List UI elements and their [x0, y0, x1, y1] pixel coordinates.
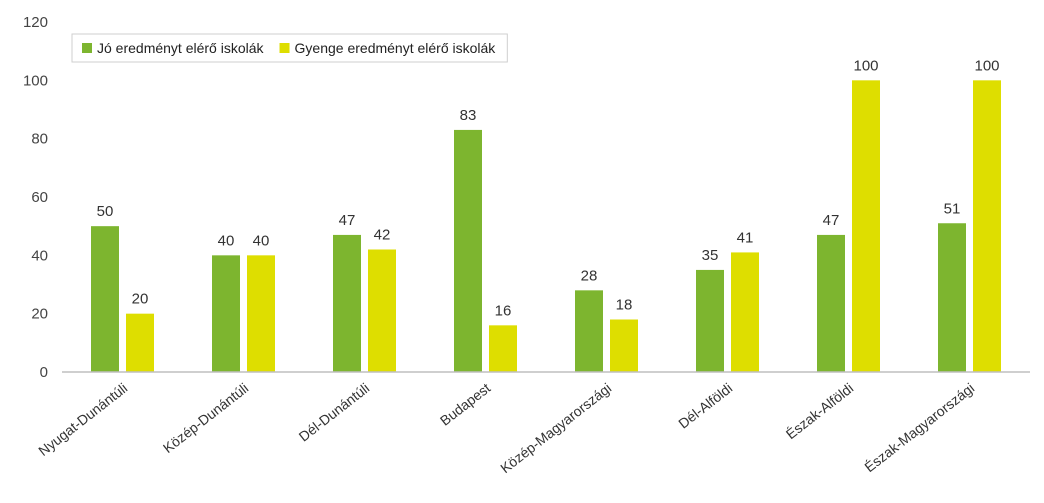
- bar-good-7: [817, 234, 845, 372]
- legend-label: Jó eredményt elérő iskolák: [97, 40, 265, 56]
- bar-weak-7: [852, 80, 880, 372]
- data-label: 100: [974, 57, 999, 74]
- data-label: 35: [702, 247, 719, 264]
- y-tick-label: 0: [40, 364, 48, 381]
- bar-weak-3: [368, 249, 396, 372]
- bar-good-2: [212, 255, 240, 372]
- data-label: 50: [97, 203, 114, 220]
- bar-weak-8: [973, 80, 1001, 372]
- x-tick-label: Közép-Dunántúli: [160, 380, 251, 456]
- x-tick-label: Észak-Alföldi: [783, 380, 857, 442]
- data-label: 20: [132, 291, 149, 308]
- x-tick-label: Dél-Alföldi: [675, 380, 735, 432]
- data-label: 47: [339, 212, 356, 229]
- data-label: 83: [460, 107, 477, 124]
- x-tick-label: Észak-Magyarországi: [861, 380, 977, 475]
- y-tick-label: 100: [23, 72, 48, 89]
- data-labels: 50 20 40 40 47 42 83 16 28 18 35 41 47 100 51 100: [97, 57, 1000, 319]
- x-tick-label: Budapest: [437, 380, 494, 429]
- legend: Jó eredményt elérő iskolák Gyenge eredmén…: [71, 33, 508, 63]
- bar-good-3: [333, 234, 361, 372]
- x-tick-label: Nyugat-Dunántúli: [35, 380, 130, 459]
- bar-good-5: [575, 290, 603, 372]
- y-tick-label: 80: [31, 131, 48, 148]
- legend-box: [71, 33, 508, 63]
- data-label: 28: [581, 267, 598, 284]
- bar-weak-5: [610, 319, 638, 372]
- y-tick-label: 40: [31, 247, 48, 264]
- bar-weak-4: [489, 325, 517, 372]
- data-label: 41: [737, 229, 754, 246]
- y-tick-label: 20: [31, 306, 48, 323]
- data-label: 40: [253, 232, 270, 249]
- legend-label: Gyenge eredményt elérő iskolák: [295, 40, 497, 56]
- y-tick-label: 60: [31, 189, 48, 206]
- bar-good-1: [91, 226, 119, 372]
- bar-weak-1: [126, 313, 154, 372]
- x-tick-label: Közép-Magyarországi: [497, 380, 614, 476]
- data-label: 42: [374, 227, 391, 244]
- data-label: 100: [853, 57, 878, 74]
- bar-good-4: [454, 129, 482, 372]
- bar-weak-2: [247, 255, 275, 372]
- data-label: 47: [823, 212, 840, 229]
- bars: [91, 80, 1001, 372]
- legend-swatch: [279, 43, 290, 53]
- y-tick-label: 120: [23, 14, 48, 31]
- bar-weak-6: [731, 252, 759, 372]
- y-axis: 0 20 40 60 80 100 120: [23, 14, 48, 381]
- data-label: 51: [944, 200, 961, 217]
- legend-swatch: [82, 43, 92, 53]
- data-label: 18: [616, 297, 633, 314]
- bar-good-6: [696, 269, 724, 372]
- bar-good-8: [938, 223, 966, 372]
- data-label: 16: [495, 302, 512, 319]
- x-tick-label: Dél-Dunántúli: [296, 380, 373, 445]
- x-axis: Nyugat-Dunántúli Közép-Dunántúli Dél-Dunán…: [35, 380, 977, 477]
- data-label: 40: [218, 232, 235, 249]
